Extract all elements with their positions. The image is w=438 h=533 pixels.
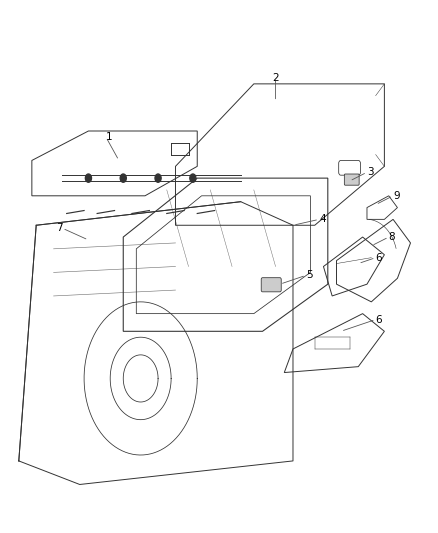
Text: 8: 8	[389, 232, 396, 242]
Text: 2: 2	[272, 73, 279, 83]
Circle shape	[120, 174, 126, 182]
Text: 4: 4	[319, 214, 326, 224]
Text: 3: 3	[367, 167, 374, 177]
Text: 7: 7	[56, 223, 62, 233]
Text: 5: 5	[306, 270, 313, 280]
Text: 9: 9	[393, 191, 400, 201]
Text: 6: 6	[376, 253, 382, 263]
Text: 1: 1	[106, 132, 113, 142]
FancyBboxPatch shape	[261, 278, 281, 292]
Circle shape	[190, 174, 196, 182]
FancyBboxPatch shape	[339, 160, 360, 175]
Text: 6: 6	[376, 314, 382, 325]
Circle shape	[155, 174, 161, 182]
FancyBboxPatch shape	[344, 174, 359, 185]
Circle shape	[85, 174, 92, 182]
